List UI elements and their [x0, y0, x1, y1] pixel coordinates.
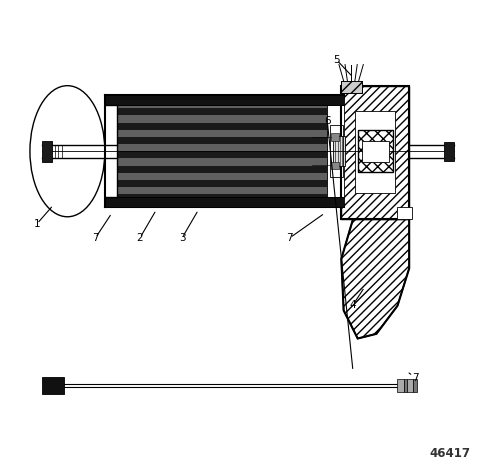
Bar: [342, 86, 409, 219]
Bar: [408, 379, 414, 392]
Bar: [116, 180, 328, 187]
Text: 46417: 46417: [429, 447, 470, 460]
Text: 7: 7: [92, 233, 99, 243]
Bar: [330, 125, 342, 177]
Text: 7: 7: [412, 374, 418, 383]
Bar: [358, 130, 393, 172]
Bar: [342, 81, 362, 93]
Bar: [333, 136, 345, 166]
Text: 4: 4: [350, 300, 356, 310]
Bar: [116, 144, 328, 151]
Bar: [116, 122, 328, 130]
Text: 1: 1: [34, 219, 40, 229]
Bar: [42, 377, 64, 394]
Bar: [116, 158, 328, 165]
Bar: [42, 141, 52, 162]
Bar: [358, 130, 393, 172]
Bar: [116, 115, 328, 122]
Bar: [116, 130, 328, 137]
Bar: [342, 86, 409, 219]
Bar: [404, 379, 407, 392]
Bar: [328, 106, 344, 197]
Text: 2: 2: [136, 233, 143, 243]
Bar: [116, 187, 328, 194]
Bar: [105, 95, 344, 106]
Bar: [116, 101, 328, 201]
Bar: [331, 162, 340, 169]
Bar: [398, 379, 404, 392]
Text: 3: 3: [179, 233, 186, 243]
Bar: [116, 173, 328, 180]
Bar: [116, 194, 328, 201]
Bar: [362, 141, 388, 162]
Bar: [342, 81, 362, 93]
Bar: [331, 133, 340, 141]
Bar: [116, 137, 328, 144]
Bar: [356, 112, 395, 194]
Bar: [116, 151, 328, 158]
Bar: [116, 165, 328, 173]
Text: 6: 6: [324, 116, 330, 126]
Bar: [398, 207, 411, 219]
Text: 7: 7: [286, 233, 293, 243]
Bar: [116, 101, 328, 108]
Bar: [444, 142, 454, 161]
Bar: [116, 108, 328, 115]
Text: 5: 5: [334, 55, 340, 65]
Bar: [414, 379, 417, 392]
Bar: [105, 197, 344, 207]
